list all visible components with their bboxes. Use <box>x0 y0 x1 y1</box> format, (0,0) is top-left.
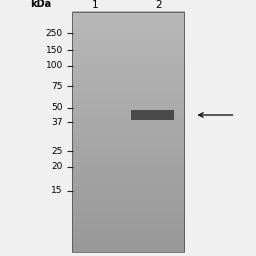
Text: 250: 250 <box>46 29 63 38</box>
Text: 25: 25 <box>51 147 63 156</box>
Bar <box>131 110 174 120</box>
Text: 75: 75 <box>51 82 63 91</box>
Text: 50: 50 <box>51 103 63 112</box>
Text: 20: 20 <box>51 162 63 171</box>
Text: 37: 37 <box>51 118 63 127</box>
Text: 15: 15 <box>51 186 63 195</box>
Text: 1: 1 <box>91 0 98 10</box>
Text: 150: 150 <box>46 46 63 55</box>
Bar <box>72 12 184 252</box>
Text: kDa: kDa <box>30 0 51 9</box>
Text: 2: 2 <box>155 0 162 10</box>
Text: 100: 100 <box>46 61 63 70</box>
